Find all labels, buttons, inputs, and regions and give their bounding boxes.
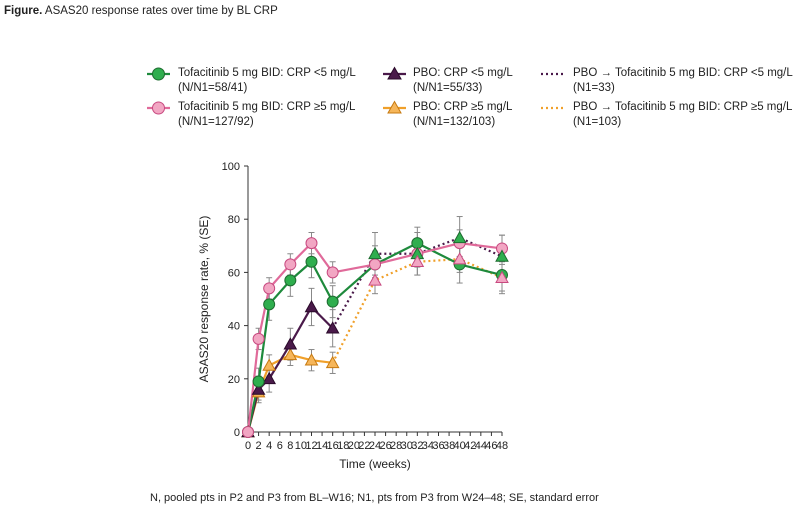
data-point-marker <box>242 426 254 438</box>
data-point-marker <box>284 258 297 271</box>
data-point-marker <box>262 371 277 385</box>
legend-item-tofa-low: Tofacitinib 5 mg BID: CRP <5 mg/L (N/N1=… <box>178 66 356 96</box>
footnote: N, pooled pts in P2 and P3 from BL–W16; … <box>150 492 599 504</box>
data-point-marker <box>263 282 276 295</box>
data-point-marker <box>262 358 277 371</box>
x-tick-label: 6 <box>277 440 283 452</box>
legend-item-tofa-high: Tofacitinib 5 mg BID: CRP ≥5 mg/L (N/N1=… <box>178 100 355 130</box>
legend-label: PBO → Tofacitinib 5 mg BID: CRP <5 mg/L <box>573 67 793 79</box>
data-point-marker <box>305 255 318 268</box>
x-tick-label: 14 <box>316 440 328 452</box>
x-tick-label: 20 <box>348 440 360 452</box>
data-point-marker <box>251 382 266 395</box>
data-point-marker <box>325 321 340 334</box>
x-tick-label: 12 <box>305 440 317 452</box>
x-tick-label: 10 <box>295 440 307 452</box>
x-tick-label: 2 <box>256 440 262 452</box>
y-tick-label: 20 <box>228 374 240 386</box>
y-tick-label: 40 <box>228 321 240 333</box>
data-point-marker <box>368 273 382 286</box>
legend-item-switch-low: PBO → Tofacitinib 5 mg BID: CRP <5 mg/L … <box>573 66 793 96</box>
data-point-marker <box>304 299 319 313</box>
x-tick-label: 42 <box>464 440 476 452</box>
legend-n: (N/N1=58/41) <box>178 82 248 94</box>
x-tick-label: 38 <box>443 440 455 452</box>
legend-marker-tofa-high <box>152 101 165 115</box>
chart-markers <box>241 230 509 438</box>
x-tick-label: 36 <box>432 440 444 452</box>
legend-item-pbo-high: PBO: CRP ≥5 mg/L (N/N1=132/103) <box>413 100 512 130</box>
x-tick-label: 8 <box>287 440 293 452</box>
x-tick-label: 16 <box>327 440 339 452</box>
x-tick-label: 18 <box>337 440 349 452</box>
x-tick-label: 48 <box>496 440 508 452</box>
data-point-marker <box>495 270 509 284</box>
y-tick-label: 0 <box>234 427 240 439</box>
legend-n: (N1=33) <box>573 82 615 94</box>
figure-title: Figure. ASAS20 response rates over time … <box>4 5 278 17</box>
x-tick-label: 44 <box>475 440 487 452</box>
figure-title-bold: Figure. <box>4 5 43 17</box>
legend-label: PBO: CRP ≥5 mg/L <box>413 101 513 113</box>
x-tick-label: 32 <box>411 440 423 452</box>
x-axis-title: Time (weeks) <box>339 457 411 471</box>
legend-label: Tofacitinib 5 mg BID: CRP ≥5 mg/L <box>178 101 356 113</box>
x-tick-label: 34 <box>422 440 434 452</box>
y-tick-label: 80 <box>228 214 240 226</box>
series-line <box>331 258 503 364</box>
legend-label: PBO → Tofacitinib 5 mg BID: CRP ≥5 mg/L <box>573 101 793 113</box>
legend-item-pbo-low: PBO: CRP <5 mg/L (N/N1=55/33) <box>413 66 513 96</box>
data-point-marker <box>325 355 340 369</box>
y-tick-label: 100 <box>222 161 240 173</box>
data-point-marker <box>452 230 467 244</box>
legend-n: (N/N1=55/33) <box>413 82 483 94</box>
x-tick-label: 4 <box>266 440 272 452</box>
data-point-marker <box>410 254 425 268</box>
data-point-marker <box>495 249 509 262</box>
data-point-marker <box>452 252 467 265</box>
legend-n: (N/N1=132/103) <box>413 116 496 128</box>
data-point-marker <box>252 375 265 388</box>
data-point-marker <box>326 295 339 308</box>
legend-item-switch-high: PBO → Tofacitinib 5 mg BID: CRP ≥5 mg/L … <box>573 100 792 130</box>
x-tick-label: 30 <box>401 440 413 452</box>
data-point-marker <box>369 258 381 271</box>
x-tick-label: 26 <box>379 440 391 452</box>
data-point-marker <box>283 337 298 350</box>
x-tick-label: 28 <box>390 440 402 452</box>
legend-label: Tofacitinib 5 mg BID: CRP <5 mg/L <box>178 67 356 79</box>
series-line <box>246 242 503 433</box>
legend-marker-tofa-low <box>152 67 165 81</box>
legend-n: (N/N1=127/92) <box>178 116 254 128</box>
x-tick-label: 22 <box>358 440 370 452</box>
series-line <box>246 242 503 433</box>
figure-title-text: ASAS20 response rates over time by BL CR… <box>44 5 278 17</box>
legend: Tofacitinib 5 mg BID: CRP <5 mg/L (N/N1=… <box>0 0 800 150</box>
legend-marker-pbo-high <box>387 100 402 114</box>
legend-symbols <box>147 66 566 115</box>
data-point-marker <box>304 353 319 366</box>
data-point-marker <box>283 347 298 361</box>
legend-marker-pbo-low <box>387 66 402 80</box>
x-tick-label: 40 <box>454 440 466 452</box>
data-point-marker <box>368 246 382 260</box>
y-tick-label: 60 <box>228 267 240 279</box>
legend-label: PBO: CRP <5 mg/L <box>413 67 513 79</box>
x-tick-label: 46 <box>485 440 497 452</box>
data-point-marker <box>284 274 297 287</box>
data-point-marker <box>305 237 318 250</box>
data-point-marker <box>326 266 339 279</box>
legend-n: (N1=103) <box>573 116 622 128</box>
data-point-marker <box>263 298 276 311</box>
x-tick-label: 24 <box>369 440 381 452</box>
x-tick-label: 0 <box>245 440 251 452</box>
y-axis-title: ASAS20 response rate, % (SE) <box>197 216 211 383</box>
data-point-marker <box>252 332 265 345</box>
